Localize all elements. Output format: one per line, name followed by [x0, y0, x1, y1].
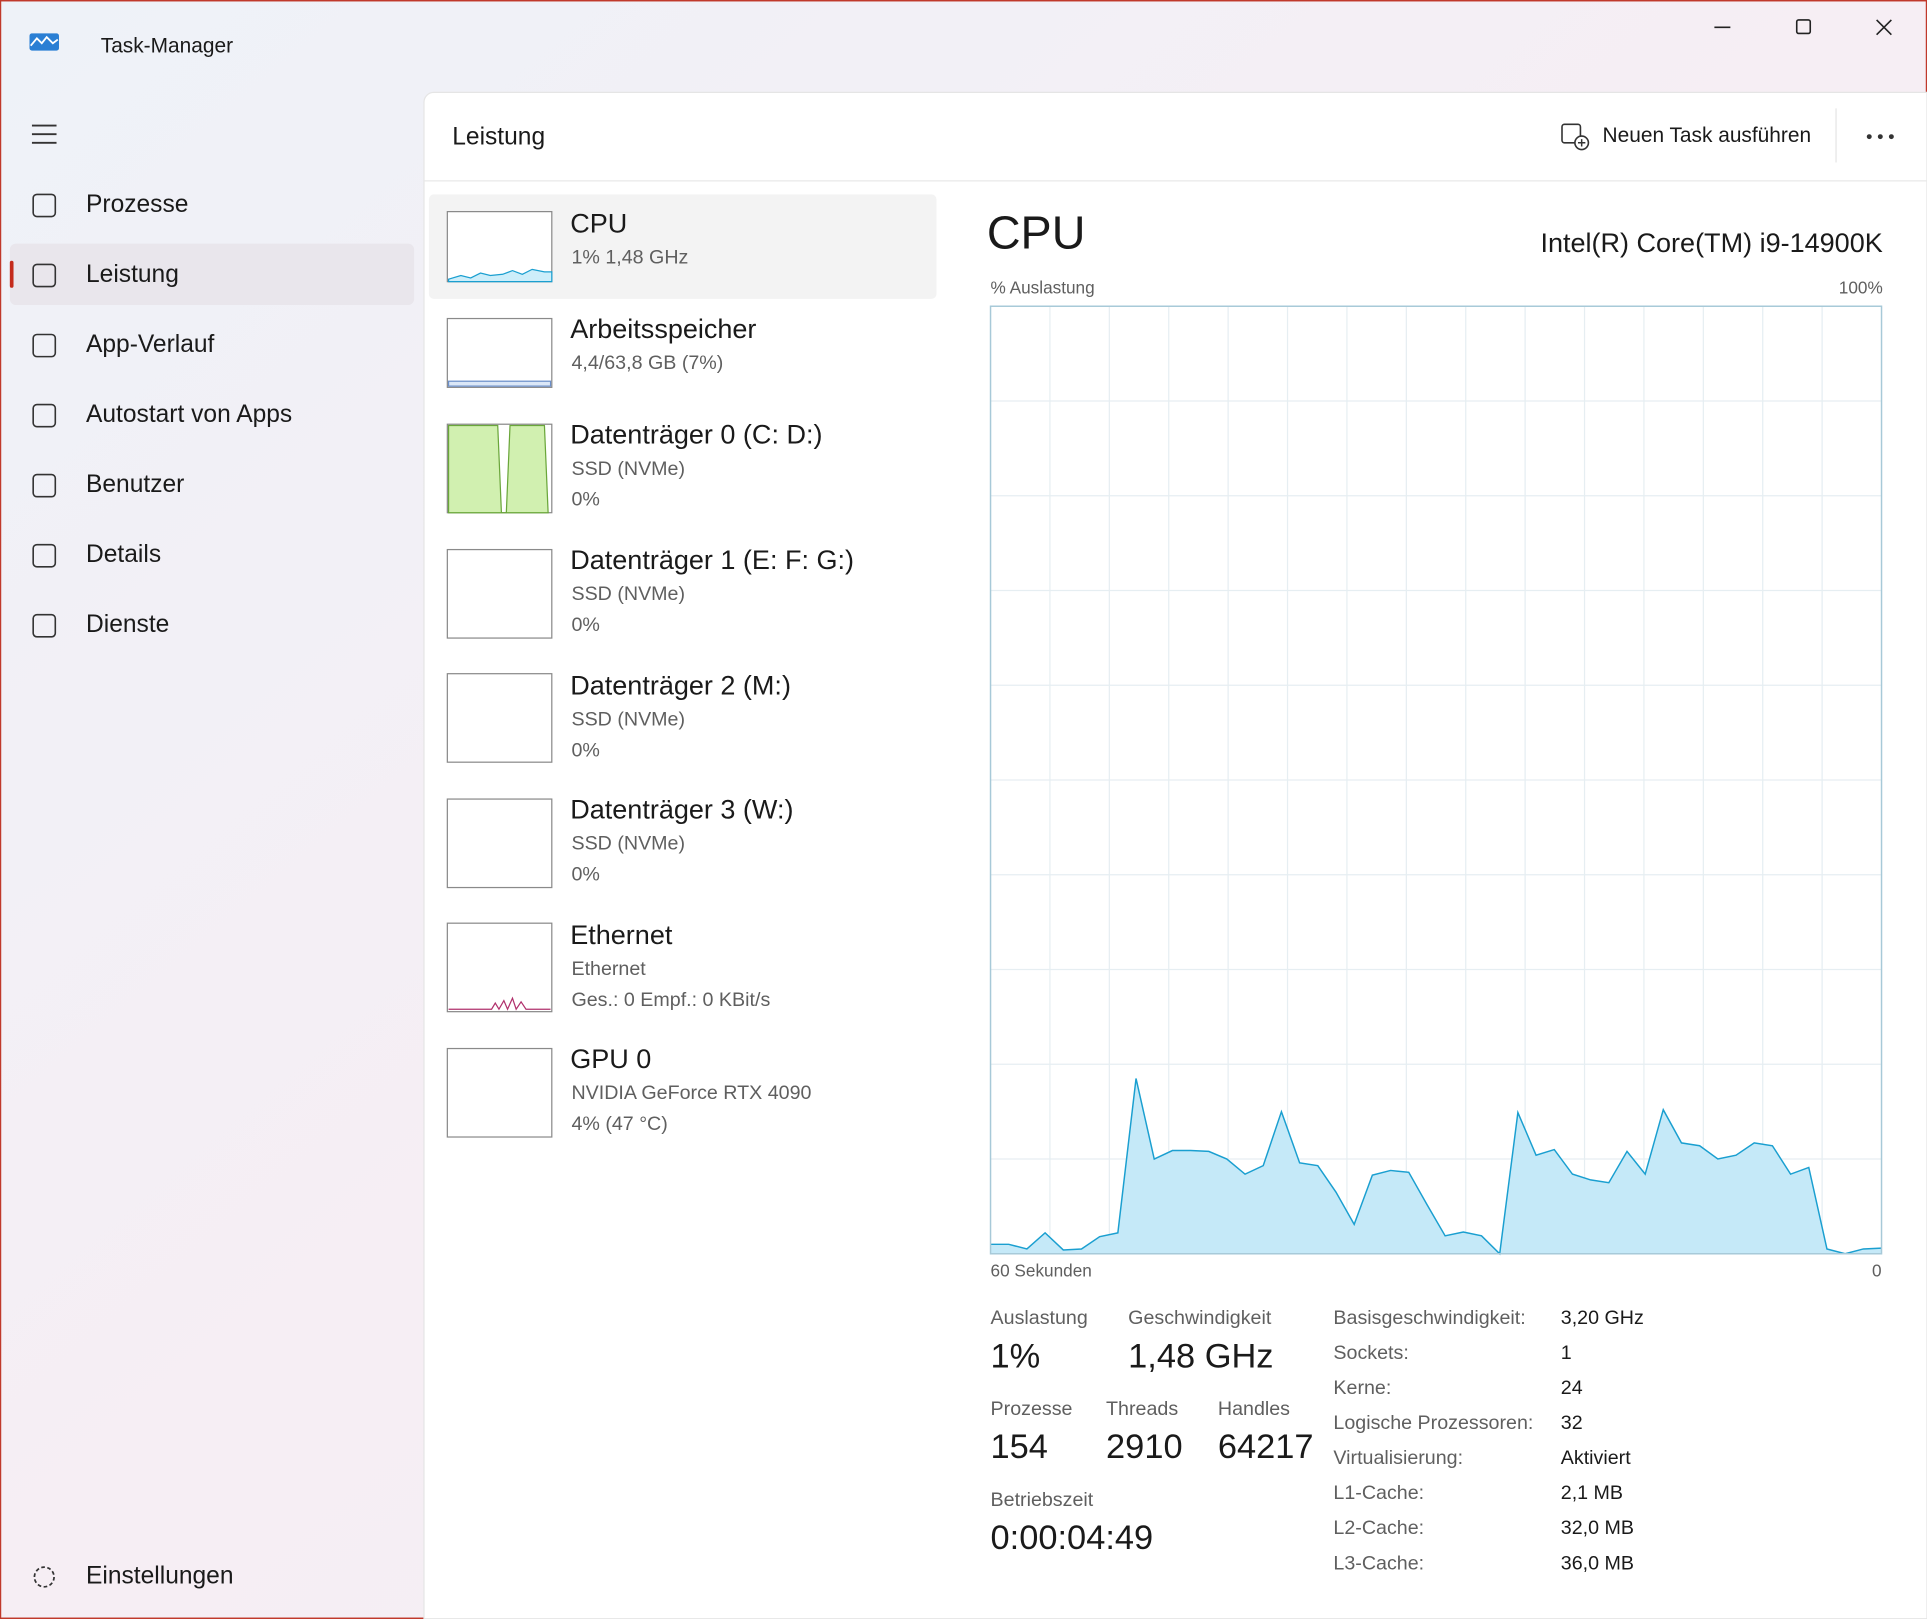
spec-label: L3-Cache: [1333, 1552, 1424, 1574]
thumbnail-trace [448, 996, 551, 1011]
device-detail: 0% [571, 614, 599, 636]
stat-value: 1% [991, 1337, 1041, 1375]
page-title: Leistung [452, 123, 545, 150]
device-thumbnail[interactable] [446, 1047, 553, 1138]
device-thumbnail[interactable] [446, 922, 553, 1013]
stat-label: Betriebszeit [991, 1489, 1094, 1511]
settings-icon [33, 1566, 55, 1588]
spec-value: 24 [1561, 1377, 1583, 1399]
new-task-icon[interactable] [1561, 123, 1590, 151]
device-detail: 1% 1,48 GHz [571, 247, 688, 269]
thumbnail-trace [447, 424, 549, 514]
device-thumbnail[interactable] [446, 317, 553, 388]
maximize-button[interactable] [1795, 19, 1812, 35]
spec-value: 3,20 GHz [1561, 1307, 1644, 1329]
nav-icon [32, 543, 57, 568]
device-detail: SSD (NVMe) [571, 709, 685, 731]
y-label: % Auslastung [991, 278, 1095, 298]
nav-icon [32, 473, 57, 498]
device-thumbnail[interactable] [446, 798, 553, 889]
device-detail: 4,4/63,8 GB (7%) [571, 352, 723, 374]
nav-item[interactable]: Dienste [86, 611, 169, 638]
stat-label: Geschwindigkeit [1128, 1307, 1272, 1329]
spec-value: Aktiviert [1561, 1447, 1631, 1469]
more-button[interactable] [1866, 134, 1894, 140]
nav-indicator [9, 260, 14, 288]
x-right-label: 0 [1872, 1261, 1882, 1281]
nav-icon [32, 403, 57, 428]
thumbnail-trace [447, 380, 552, 387]
spec-value: 2,1 MB [1561, 1482, 1623, 1504]
device-name[interactable]: Arbeitsspeicher [570, 314, 756, 344]
spec-value: 36,0 MB [1561, 1552, 1634, 1574]
stat-value: 1,48 GHz [1128, 1337, 1273, 1375]
stat-value: 0:00:04:49 [991, 1519, 1154, 1557]
window-title: Task-Manager [101, 34, 233, 57]
cpu-area [990, 1078, 1882, 1254]
nav-item[interactable]: Details [86, 541, 161, 568]
device-detail: 0% [571, 489, 599, 511]
device-detail: 0% [571, 739, 599, 761]
nav-item[interactable]: Leistung [86, 261, 179, 288]
device-detail: Ethernet [571, 958, 646, 980]
nav-icon [32, 263, 57, 288]
stat-value: 2910 [1106, 1428, 1183, 1466]
nav-icon [32, 193, 57, 218]
device-name[interactable]: GPU 0 [570, 1044, 651, 1074]
device-detail: SSD (NVMe) [571, 583, 685, 605]
device-detail: Ges.: 0 Empf.: 0 KBit/s [571, 989, 770, 1011]
stat-label: Handles [1218, 1398, 1290, 1420]
new-task-button[interactable]: Neuen Task ausführen [1603, 124, 1812, 147]
device-name[interactable]: Ethernet [570, 920, 673, 950]
spec-value: 1 [1561, 1342, 1572, 1364]
nav-settings[interactable]: Einstellungen [86, 1562, 233, 1589]
device-detail: SSD (NVMe) [571, 458, 685, 480]
nav-item[interactable]: Autostart von Apps [86, 401, 292, 428]
stat-label: Threads [1106, 1398, 1178, 1420]
nav-item[interactable]: Prozesse [86, 191, 188, 218]
spec-label: Kerne: [1333, 1377, 1391, 1399]
cpu-line [990, 1078, 1882, 1256]
stat-label: Auslastung [991, 1307, 1088, 1329]
device-detail: 4% (47 °C) [571, 1113, 667, 1135]
device-detail: SSD (NVMe) [571, 833, 685, 855]
nav-item[interactable]: Benutzer [86, 471, 184, 498]
stat-value: 154 [991, 1428, 1048, 1466]
spec-label: L2-Cache: [1333, 1517, 1424, 1539]
cpu-model: Intel(R) Core(TM) i9-14900K [1540, 228, 1882, 258]
device-name[interactable]: CPU [570, 208, 627, 238]
menu-button[interactable] [31, 124, 57, 144]
nav-icon [32, 613, 57, 638]
device-selection [428, 194, 937, 299]
stat-label: Prozesse [991, 1398, 1073, 1420]
spec-value: 32 [1561, 1412, 1583, 1434]
nav-item[interactable]: App-Verlauf [86, 331, 215, 358]
device-thumbnail[interactable] [446, 673, 553, 763]
detail-title: CPU [987, 207, 1086, 259]
y-max-label: 100% [1839, 278, 1883, 298]
spec-label: Basisgeschwindigkeit: [1333, 1307, 1525, 1329]
app-icon [29, 33, 59, 51]
device-name[interactable]: Datenträger 3 (W:) [570, 794, 793, 824]
chart-frame [989, 305, 1883, 1255]
spec-value: 32,0 MB [1561, 1517, 1634, 1539]
thumbnail-trace [447, 268, 553, 283]
device-name[interactable]: Datenträger 2 (M:) [570, 670, 791, 700]
stat-value: 64217 [1218, 1428, 1314, 1466]
device-detail: NVIDIA GeForce RTX 4090 [571, 1082, 811, 1104]
spec-label: Virtualisierung: [1333, 1447, 1463, 1469]
nav-icon [32, 333, 57, 358]
device-name[interactable]: Datenträger 1 (E: F: G:) [570, 545, 854, 575]
spec-label: Logische Prozessoren: [1333, 1412, 1533, 1434]
device-detail: 0% [571, 863, 599, 885]
x-left-label: 60 Sekunden [991, 1261, 1092, 1281]
spec-label: L1-Cache: [1333, 1482, 1424, 1504]
nav-selection [9, 243, 415, 306]
device-name[interactable]: Datenträger 0 (C: D:) [570, 420, 822, 450]
spec-label: Sockets: [1333, 1342, 1408, 1364]
close-button[interactable] [1876, 19, 1892, 36]
device-thumbnail[interactable] [446, 548, 553, 639]
